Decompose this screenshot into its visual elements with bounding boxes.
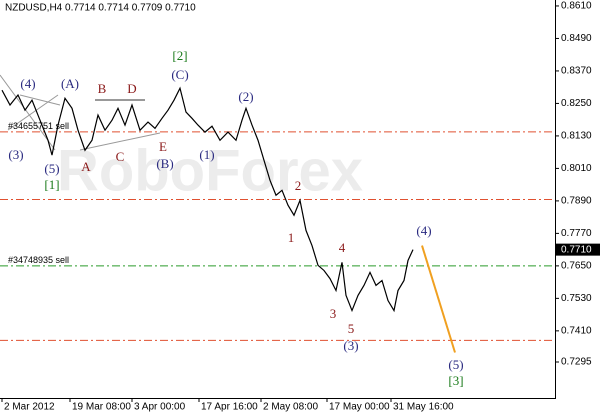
x-tick-label: 17 Apr 16:00 — [201, 402, 258, 413]
x-tick-label: 2 May 08:00 — [263, 402, 318, 413]
y-tick-label: 0.7650 — [561, 261, 592, 272]
chart-title: NZDUSD,H4 0.7714 0.7714 0.7709 0.7710 — [5, 3, 196, 14]
level-label: #34655751 sell — [8, 121, 69, 131]
wave-label: A — [81, 159, 91, 174]
wave-label: (5) — [44, 161, 59, 176]
watermark: RoboForex — [57, 138, 363, 203]
y-tick-label: 0.8010 — [561, 163, 592, 174]
wave-label: E — [159, 139, 167, 154]
wave-label: 1 — [288, 230, 295, 245]
wave-label: (5) — [448, 357, 463, 372]
y-tick-label: 0.8250 — [561, 98, 592, 109]
y-tick-label: 0.7770 — [561, 228, 592, 239]
y-tick-label: 0.8610 — [561, 1, 592, 12]
x-tick-label: 17 May 00:00 — [329, 402, 390, 413]
x-tick-label: 19 Mar 08:00 — [72, 402, 131, 413]
wave-label: C — [116, 149, 125, 164]
wave-label: (4) — [20, 76, 35, 91]
wave-label: 4 — [339, 240, 346, 255]
wave-label: (A) — [61, 76, 79, 91]
x-tick-label: 3 Apr 00:00 — [134, 402, 186, 413]
wave-label: 3 — [330, 306, 337, 321]
wave-label: B — [98, 81, 107, 96]
wave-label: (1) — [199, 147, 214, 162]
trend-line — [19, 94, 61, 106]
wave-label: (2) — [238, 89, 253, 104]
x-tick-label: 2 Mar 2012 — [4, 402, 55, 413]
y-tick-label: 0.8370 — [561, 66, 592, 77]
wave-label: 5 — [348, 321, 355, 336]
wave-label: [1] — [44, 177, 59, 192]
y-tick-label: 0.7410 — [561, 325, 592, 336]
y-tick-label: 0.8490 — [561, 33, 592, 44]
y-tick-label: 0.8130 — [561, 131, 592, 142]
wave-label: 2 — [295, 178, 302, 193]
trend-line — [79, 132, 161, 151]
y-tick-label: 0.7890 — [561, 196, 592, 207]
last-price-box — [556, 243, 600, 256]
wave-label: D — [127, 81, 136, 96]
wave-label: (3) — [343, 338, 358, 353]
price-line — [1, 86, 414, 313]
wave-label: (B) — [156, 156, 173, 171]
wave-label: (4) — [416, 223, 431, 238]
last-price-label: 0.7710 — [561, 244, 592, 255]
trend-line — [0, 74, 56, 151]
wave-label: [2] — [172, 48, 187, 63]
projection-line — [421, 245, 456, 353]
level-label: #34748935 sell — [8, 255, 69, 265]
wave-label: (C) — [171, 67, 188, 82]
y-tick-label: 0.7530 — [561, 293, 592, 304]
y-tick-label: 0.7295 — [561, 357, 592, 368]
wave-label: (3) — [8, 147, 23, 162]
trend-line — [7, 94, 59, 131]
wave-label: [3] — [448, 373, 463, 388]
x-tick-label: 31 May 16:00 — [393, 402, 454, 413]
